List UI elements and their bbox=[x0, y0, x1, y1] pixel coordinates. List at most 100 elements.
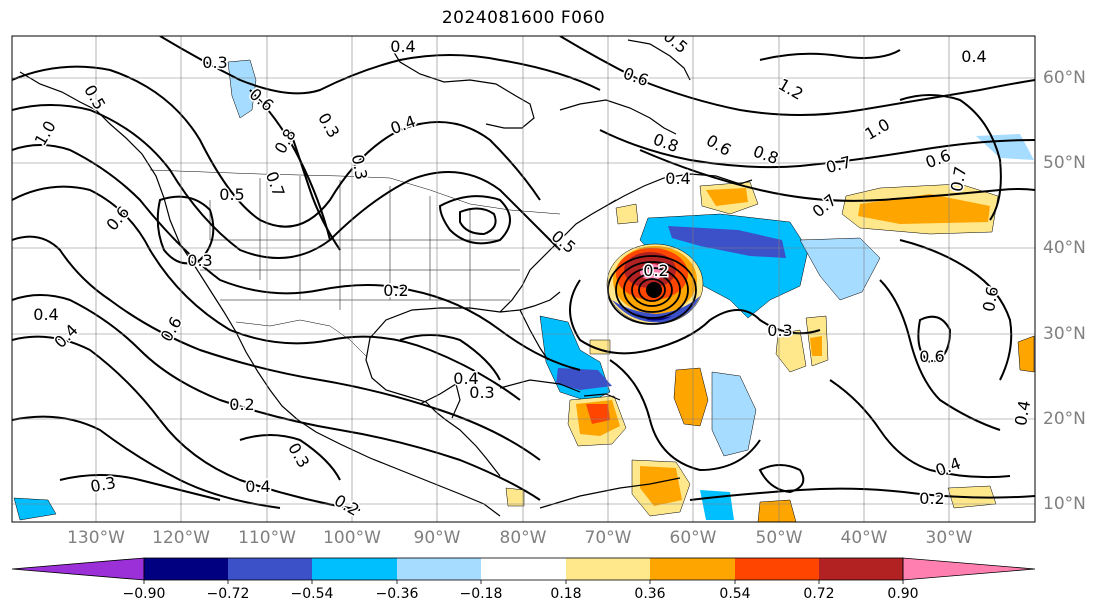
anomaly-lightcyan-atlantic bbox=[799, 237, 881, 301]
contour-label: 0.3 bbox=[469, 383, 494, 402]
contour-14 bbox=[759, 49, 901, 61]
lat-label: 50°N bbox=[1043, 153, 1086, 173]
anomaly-yellow-small bbox=[615, 203, 639, 225]
coastlines bbox=[19, 39, 753, 517]
colorbar-tick-label: 0.18 bbox=[550, 586, 582, 602]
coastline-pacific bbox=[19, 71, 501, 517]
contour-3 bbox=[12, 144, 581, 371]
contour-13 bbox=[639, 149, 1035, 202]
colorbar-tick-label: 0.72 bbox=[803, 586, 835, 602]
contour-8 bbox=[12, 415, 281, 509]
hurricane-ring-2 bbox=[615, 261, 689, 319]
lon-label: 120°W bbox=[152, 528, 210, 548]
contour-label: 0.4 bbox=[453, 369, 478, 388]
contour-29 bbox=[239, 434, 341, 481]
colorbar-tick-label: −0.90 bbox=[122, 586, 166, 602]
contour-22 bbox=[438, 195, 511, 245]
contour-21 bbox=[609, 359, 761, 472]
anomaly-orange-east-edge bbox=[1017, 335, 1035, 373]
anomaly-blue-atlantic bbox=[668, 226, 786, 258]
contour-label: 0.6 bbox=[919, 347, 944, 366]
contour-20 bbox=[569, 279, 821, 355]
coastline-southamerica bbox=[539, 477, 681, 509]
contour-label: 0.3 bbox=[767, 321, 792, 340]
anomaly-cyan-sw bbox=[13, 497, 57, 521]
contour-23 bbox=[459, 207, 497, 236]
lat-label: 60°N bbox=[1043, 68, 1086, 88]
contour-25 bbox=[917, 315, 952, 364]
coastline-hispaniola bbox=[583, 393, 621, 401]
colorbar-segment bbox=[481, 558, 566, 580]
lon-label: 30°W bbox=[925, 528, 973, 548]
colorbar-tick-label: 0.36 bbox=[634, 586, 666, 602]
contour-12 bbox=[599, 129, 1035, 169]
contour-1 bbox=[12, 65, 541, 228]
contour-label: 0.3 bbox=[187, 251, 212, 270]
contour-9 bbox=[59, 474, 221, 501]
lon-label: 110°W bbox=[238, 528, 296, 548]
colorbar-tick-label: −0.36 bbox=[375, 586, 419, 602]
map-title: 2024081600 F060 bbox=[441, 8, 606, 28]
lon-label: 80°W bbox=[499, 528, 547, 548]
coastline-cuba bbox=[499, 379, 581, 393]
contour-label: 0.2 bbox=[919, 489, 944, 508]
anomaly-orange-newfoundland bbox=[706, 188, 748, 206]
map-frame bbox=[11, 35, 1036, 523]
coastline-hudson bbox=[389, 45, 535, 129]
coastline-florida bbox=[519, 309, 549, 361]
colorbar-segment bbox=[735, 558, 819, 580]
contour-26 bbox=[289, 129, 341, 251]
contour-label: 0.3 bbox=[202, 53, 227, 72]
coastline-greenland bbox=[627, 39, 691, 81]
contour-10 bbox=[159, 36, 601, 95]
lon-label: 40°W bbox=[840, 528, 888, 548]
colorbar-ticks bbox=[143, 580, 904, 584]
contour-5 bbox=[12, 235, 541, 461]
contour-label: 0.2 bbox=[383, 281, 408, 300]
contour-24 bbox=[156, 195, 215, 265]
coastline-east bbox=[499, 199, 617, 313]
contour-label: 0.4 bbox=[33, 305, 58, 324]
anomaly-orange-caribbean bbox=[673, 367, 709, 427]
contour-label: 0.4 bbox=[665, 169, 690, 188]
contour-4 bbox=[12, 185, 521, 401]
grid-lines bbox=[12, 36, 1035, 522]
contour-6 bbox=[12, 294, 541, 501]
coastline-canada-east bbox=[605, 173, 753, 207]
contour-label: 0.2 bbox=[643, 261, 668, 280]
colorbar-segment bbox=[228, 558, 312, 580]
colorbar-segment bbox=[566, 558, 650, 580]
colorbar-segment bbox=[650, 558, 735, 580]
contour-label: 0.2 bbox=[229, 395, 254, 414]
lat-label: 20°N bbox=[1043, 409, 1086, 429]
contour-19 bbox=[689, 487, 1035, 501]
lat-label: 10°N bbox=[1043, 494, 1086, 514]
contour-label: 0.4 bbox=[961, 47, 986, 66]
lon-label: 50°W bbox=[755, 528, 803, 548]
anomaly-orange-east bbox=[858, 194, 990, 224]
us-canada-border bbox=[149, 169, 561, 215]
anomaly-blue-bahamas bbox=[556, 368, 612, 390]
colorbar-extend-left bbox=[11, 557, 145, 581]
lon-label: 100°W bbox=[323, 528, 381, 548]
colorbar-tick-label: −0.54 bbox=[290, 586, 334, 602]
lon-label: 90°W bbox=[413, 528, 461, 548]
contour-label: 0.3 bbox=[348, 153, 371, 181]
hurricane-ring-3 bbox=[623, 267, 681, 313]
colorbar-segment bbox=[144, 558, 228, 580]
coastline-yucatan bbox=[419, 383, 461, 419]
lon-label: 130°W bbox=[67, 528, 125, 548]
anomaly-cyan-west bbox=[227, 59, 257, 119]
colorbar bbox=[11, 557, 1036, 584]
colorbar-tick-label: −0.18 bbox=[459, 586, 503, 602]
coastline-labrador bbox=[559, 99, 677, 135]
colorbar-tick-label: 0.54 bbox=[719, 586, 751, 602]
colorbar-segment bbox=[312, 558, 397, 580]
contour-label: 0.3 bbox=[89, 473, 117, 496]
colorbar-segment bbox=[397, 558, 481, 580]
contour-17 bbox=[879, 279, 1001, 431]
lat-label: 40°N bbox=[1043, 238, 1086, 258]
us-mexico-border bbox=[235, 319, 367, 357]
lon-label: 60°W bbox=[669, 528, 717, 548]
